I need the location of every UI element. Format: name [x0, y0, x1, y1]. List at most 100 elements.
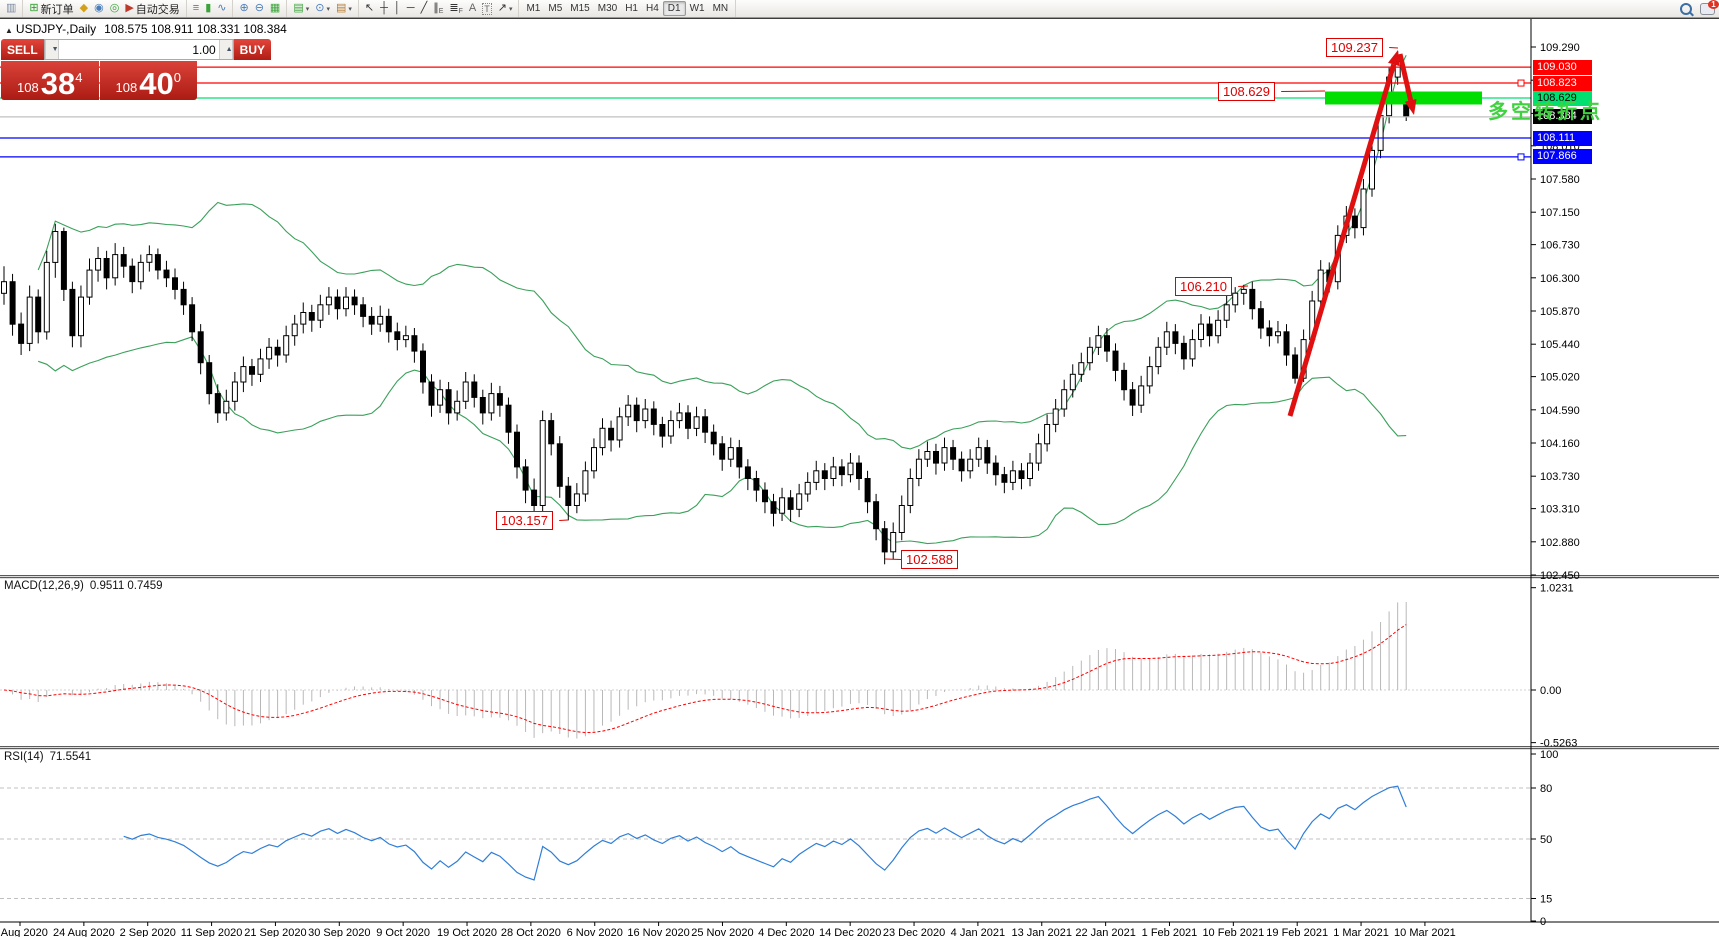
candle: [1121, 362, 1128, 401]
candle: [599, 418, 606, 456]
candle: [180, 281, 187, 315]
candle: [496, 385, 503, 417]
candle: [69, 281, 76, 348]
candle: [360, 297, 367, 328]
svg-text:10 Mar 2021: 10 Mar 2021: [1394, 927, 1456, 937]
timeframe-m5-button[interactable]: M5: [544, 1, 566, 16]
chart-window: 109.290108.860108.430108.010107.580107.1…: [0, 18, 1719, 937]
candle: [1172, 324, 1179, 355]
chevron-down-icon[interactable]: ▾: [348, 5, 352, 13]
zoom-in-button[interactable]: ⊕: [236, 1, 251, 16]
text-label-button[interactable]: T: [479, 1, 495, 16]
chart-title: ▲ USDJPY-,Daily 108.575 108.911 108.331 10…: [5, 22, 287, 36]
price-callout-109.237[interactable]: 109.237: [1326, 38, 1383, 57]
timeframe-m30-button[interactable]: M30: [594, 1, 621, 16]
candle: [112, 243, 119, 286]
candle: [719, 436, 726, 471]
new-chart-icon: ▤: [293, 2, 304, 14]
line-anchor-marker[interactable]: [1517, 79, 1525, 87]
candle: [1104, 328, 1110, 362]
bollinger-upper-band[interactable]: [37, 55, 1407, 450]
new-chart-button[interactable]: ▤ ▾: [290, 1, 312, 16]
bid-pipette: 4: [75, 70, 83, 85]
panel-separator[interactable]: [0, 748, 1719, 750]
volume-up-button[interactable]: ▲: [218, 40, 233, 59]
svg-text:21 Sep 2020: 21 Sep 2020: [244, 927, 306, 937]
candle: [1198, 314, 1204, 348]
candle: [1035, 433, 1042, 471]
crosshair-button[interactable]: ┼: [377, 1, 391, 16]
chevron-down-icon[interactable]: ▾: [305, 5, 310, 13]
chevron-down-icon[interactable]: ▾: [326, 5, 330, 13]
volume-down-button[interactable]: ▼: [44, 40, 59, 59]
equidistant-channel-button[interactable]: ∥ E: [430, 1, 446, 16]
svg-text:103.730: 103.730: [1540, 471, 1580, 483]
candle: [864, 470, 871, 514]
new-order-button[interactable]: ⊞ 新订单: [26, 1, 76, 16]
search-icon[interactable]: [1680, 2, 1692, 15]
bollinger-lower-band[interactable]: [38, 336, 1407, 545]
community-button[interactable]: ◉: [91, 1, 107, 16]
candle: [565, 477, 572, 521]
tile-windows-button[interactable]: ▦: [267, 1, 283, 16]
fibonacci-icon: ≣: [449, 2, 459, 14]
line-anchor-marker[interactable]: [1517, 153, 1525, 161]
candle: [35, 289, 42, 344]
signals-button[interactable]: ◎: [107, 1, 123, 16]
bid-price[interactable]: 108 38 4: [1, 61, 99, 100]
market-watch-button[interactable]: ▥: [3, 1, 19, 16]
bar-chart-button[interactable]: ≡: [190, 1, 202, 16]
timeframe-d1-button[interactable]: D1: [662, 1, 686, 16]
candle: [1044, 414, 1051, 452]
price-callout-102.588[interactable]: 102.588: [901, 550, 958, 569]
templates-button[interactable]: ▤ ▾: [333, 1, 355, 16]
panel-separator[interactable]: [0, 575, 1719, 577]
candle: [770, 493, 777, 527]
line-chart-button[interactable]: ∿: [214, 1, 229, 16]
panel-separator[interactable]: [0, 746, 1719, 748]
price-callout-108.629[interactable]: 108.629: [1218, 82, 1275, 101]
candlestick-chart-button[interactable]: ▮: [202, 1, 214, 16]
candle: [693, 406, 700, 437]
candle: [1146, 356, 1153, 394]
svg-text:0.00: 0.00: [1540, 685, 1561, 697]
text-button[interactable]: A: [466, 1, 479, 16]
volume-input[interactable]: [58, 40, 219, 59]
zoom-out-button[interactable]: ⊖: [252, 1, 267, 16]
chart-annotation-text[interactable]: 多空转折点: [1488, 101, 1603, 123]
vertical-line-button[interactable]: │: [391, 1, 404, 16]
price-callout-103.157[interactable]: 103.157: [496, 511, 553, 530]
timeframe-mn-button[interactable]: MN: [709, 1, 733, 16]
timeframe-h1-button[interactable]: H1: [621, 1, 642, 16]
candle: [838, 459, 845, 487]
candle: [650, 401, 657, 436]
arrows-button[interactable]: ↗ ▾: [495, 1, 516, 16]
trend-arrow[interactable]: [1287, 63, 1397, 417]
candle: [514, 424, 520, 479]
support-zone-rectangle[interactable]: [1325, 91, 1482, 105]
svg-text:-0.5263: -0.5263: [1540, 738, 1577, 750]
cursor-button[interactable]: ↖: [362, 1, 377, 16]
timeframe-m1-button[interactable]: M1: [522, 1, 544, 16]
svg-text:1 Feb 2021: 1 Feb 2021: [1142, 927, 1198, 937]
sell-button[interactable]: SELL: [1, 39, 44, 60]
periods-button[interactable]: ⊙ ▾: [312, 1, 333, 16]
horizontal-line-button[interactable]: ─: [404, 1, 418, 16]
autotrading-button[interactable]: ▶ 自动交易: [122, 1, 182, 16]
panel-separator[interactable]: [0, 577, 1719, 579]
timeframe-m15-button[interactable]: M15: [566, 1, 593, 16]
timeframe-w1-button[interactable]: W1: [686, 1, 709, 16]
ask-price[interactable]: 108 40 0: [99, 61, 197, 100]
trend-arrow[interactable]: [1397, 53, 1414, 101]
price-callout-106.210[interactable]: 106.210: [1175, 277, 1232, 296]
buy-button[interactable]: BUY: [233, 39, 272, 60]
market-button[interactable]: ◆: [77, 1, 91, 16]
chevron-down-icon[interactable]: ▾: [508, 5, 513, 13]
fibonacci-button[interactable]: ≣ F: [446, 1, 466, 16]
timeframe-h4-button[interactable]: H4: [642, 1, 663, 16]
trendline-button[interactable]: ╱: [418, 1, 431, 16]
notifications-icon[interactable]: 1: [1700, 0, 1719, 15]
candle: [231, 372, 238, 411]
candle: [154, 248, 161, 280]
